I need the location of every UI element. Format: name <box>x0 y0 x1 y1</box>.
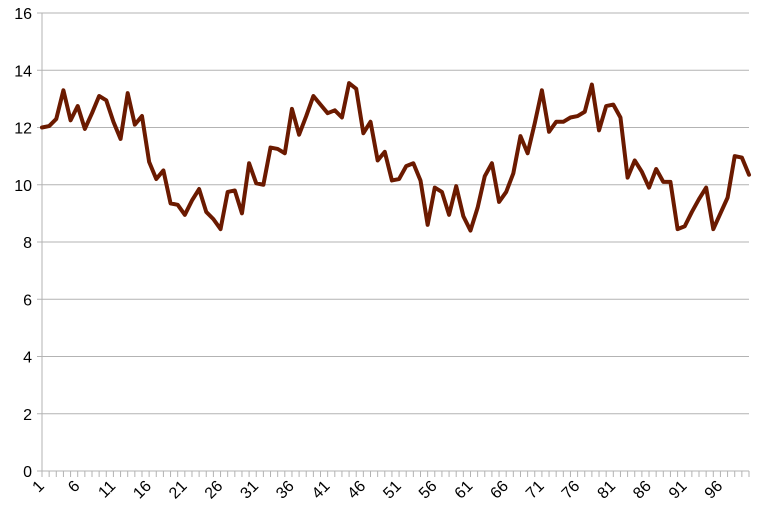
gridlines <box>42 12 749 415</box>
y-tick-label: 10 <box>14 178 32 195</box>
y-tick-label: 12 <box>14 121 32 138</box>
y-tick-label: 2 <box>23 407 32 424</box>
x-tick-label: 11 <box>95 478 119 502</box>
x-tick-label: 1 <box>30 478 48 496</box>
x-tick-label: 66 <box>487 478 512 503</box>
x-tick-label: 76 <box>559 478 584 503</box>
series-line <box>40 81 751 233</box>
y-tick-label: 4 <box>23 350 32 367</box>
x-tick-label: 56 <box>416 478 441 503</box>
series-layer <box>40 81 751 233</box>
x-tick-label: 36 <box>273 478 298 503</box>
x-tick-label: 86 <box>630 478 655 503</box>
x-tick-label: 31 <box>237 478 262 503</box>
x-tick-label: 46 <box>345 478 370 503</box>
x-tick-label: 96 <box>702 478 727 503</box>
x-tick-label: 21 <box>166 478 191 503</box>
x-tick-label: 91 <box>666 478 691 503</box>
x-tick-label: 71 <box>523 478 548 503</box>
x-tick-label: 51 <box>380 478 405 503</box>
x-axis-tick-labels: 1 6 11 16 21 26 31 36 41 46 51 56 61 66 71 76 81 86 91 96 <box>30 478 727 503</box>
x-tick-label: 61 <box>452 478 477 503</box>
x-tick-label: 6 <box>65 478 83 496</box>
x-tick-label: 81 <box>595 478 620 503</box>
y-tick-label: 0 <box>23 464 32 481</box>
x-tick-label: 41 <box>309 478 334 503</box>
x-tick-label: 16 <box>130 478 155 503</box>
y-tick-label: 16 <box>14 6 32 23</box>
y-axis-tick-labels: 0 2 4 6 8 10 12 14 16 <box>14 6 32 481</box>
y-tick-label: 14 <box>14 63 32 80</box>
x-tick-label: 26 <box>202 478 227 503</box>
axes <box>37 12 750 477</box>
y-tick-label: 8 <box>23 235 32 252</box>
y-tick-label: 6 <box>23 292 32 309</box>
